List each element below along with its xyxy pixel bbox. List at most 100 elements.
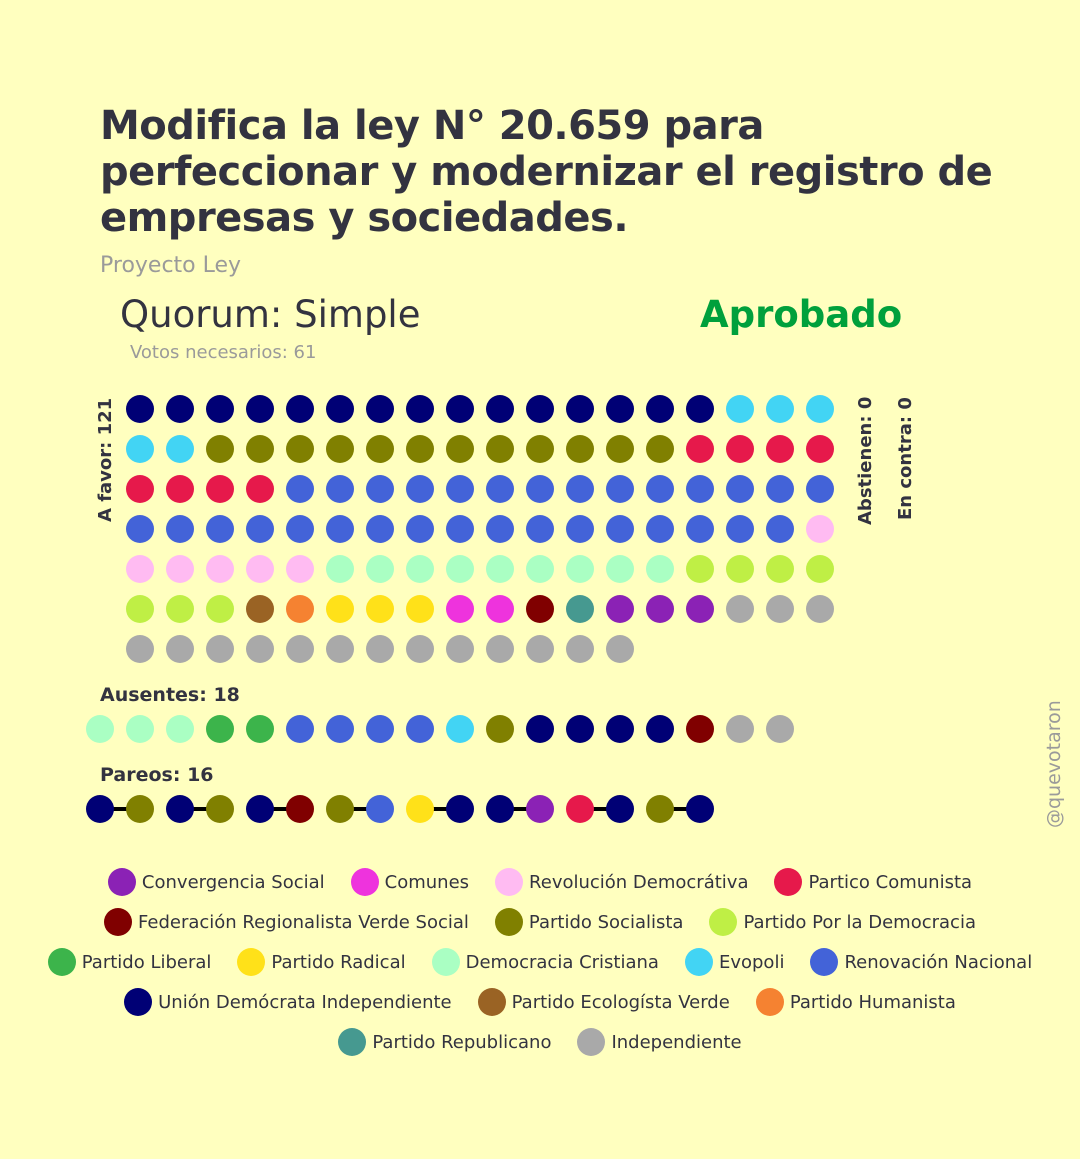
favor-dot-udi — [406, 395, 434, 423]
favor-dot-com — [486, 595, 514, 623]
favor-dot-udi — [206, 395, 234, 423]
favor-dot-pc — [766, 435, 794, 463]
absent-dot-ind — [726, 715, 754, 743]
legend-swatch — [774, 868, 803, 896]
favor-dot-rn — [446, 475, 474, 503]
watermark: @quevotaron — [1043, 700, 1065, 828]
favor-dot-ps — [606, 435, 634, 463]
pair-dot-pr — [406, 795, 434, 823]
favor-dot-frvs — [526, 595, 554, 623]
legend-swatch — [107, 868, 136, 896]
legend-swatch — [577, 1028, 606, 1056]
legend-label: Independiente — [611, 1031, 742, 1053]
absent-dot-frvs — [686, 715, 714, 743]
favor-dot-ppd — [806, 555, 834, 583]
legend-label: Partido Humanista — [789, 991, 956, 1013]
pair-dot-cs — [526, 795, 554, 823]
votes-needed-label: Votos necesarios: 61 — [130, 342, 317, 363]
favor-dot-ps — [646, 435, 674, 463]
favor-dot-evo — [726, 395, 754, 423]
favor-dot-rn — [566, 475, 594, 503]
pairs-label: Pareos: 16 — [100, 764, 214, 786]
favor-dot-evo — [126, 435, 154, 463]
legend-swatch — [47, 948, 76, 976]
absent-dot-ps — [486, 715, 514, 743]
favor-dot-rd — [806, 515, 834, 543]
favor-dot-udi — [686, 395, 714, 423]
favor-dot-udi — [246, 395, 274, 423]
favor-dot-pr — [366, 595, 394, 623]
favor-label: A favor: 121 — [95, 397, 116, 522]
favor-dot-ps — [366, 435, 394, 463]
favor-dot-ind — [326, 635, 354, 663]
pair-dot-udi — [486, 795, 514, 823]
pair-dot-udi — [246, 795, 274, 823]
favor-dot-udi — [366, 395, 394, 423]
against-label: En contra: 0 — [895, 397, 916, 520]
abstain-label: Abstienen: 0 — [855, 396, 876, 525]
legend-item: Evopoli — [684, 948, 785, 976]
absent-dot-rn — [366, 715, 394, 743]
pair-dot-udi — [686, 795, 714, 823]
legend-label: Comunes — [384, 871, 470, 893]
favor-dot-ind — [366, 635, 394, 663]
favor-dot-ind — [566, 635, 594, 663]
pair-dot-udi — [446, 795, 474, 823]
favor-dot-ps — [246, 435, 274, 463]
favor-dot-udi — [446, 395, 474, 423]
favor-dot-rn — [526, 475, 554, 503]
legend-swatch — [495, 868, 524, 896]
legend-swatch — [350, 868, 379, 896]
favor-dot-evo — [806, 395, 834, 423]
favor-dot-rn — [646, 475, 674, 503]
favor-dot-rd — [246, 555, 274, 583]
pair-dot-udi — [86, 795, 114, 823]
legend-item: Partido Ecologísta Verde — [477, 988, 730, 1016]
favor-dot-udi — [566, 395, 594, 423]
legend-swatch — [338, 1028, 367, 1056]
favor-dot-evo — [166, 435, 194, 463]
legend-item: Comunes — [350, 868, 470, 896]
status-label: Aprobado — [700, 293, 903, 336]
favor-dot-rn — [566, 515, 594, 543]
favor-dot-rn — [286, 475, 314, 503]
pair-dot-ps — [646, 795, 674, 823]
absent-dot-pl — [246, 715, 274, 743]
legend-label: Partico Comunista — [808, 871, 973, 893]
legend-swatch — [104, 908, 132, 936]
legend: Convergencia Social Comunes Revolución Dem… — [20, 868, 1060, 1056]
legend-item: Unión Demócrata Independiente — [124, 988, 452, 1016]
absent-dot-dc — [86, 715, 114, 743]
pair-dot-pc — [566, 795, 594, 823]
favor-dot-ps — [406, 435, 434, 463]
favor-dot-ind — [206, 635, 234, 663]
favor-dot-ind — [766, 595, 794, 623]
favor-dot-rn — [806, 475, 834, 503]
legend-item: Independiente — [577, 1028, 742, 1056]
favor-dot-udi — [326, 395, 354, 423]
absent-dot-udi — [606, 715, 634, 743]
legend-swatch — [237, 948, 266, 976]
favor-dot-pr — [326, 595, 354, 623]
legend-swatch — [709, 908, 738, 936]
favor-dot-rn — [726, 515, 754, 543]
favor-dot-rep — [566, 595, 594, 623]
pair-dot-frvs — [286, 795, 314, 823]
favor-dot-rn — [206, 515, 234, 543]
legend-item: Federación Regionalista Verde Social — [104, 908, 469, 936]
favor-dot-pc — [726, 435, 754, 463]
absent-dot-pl — [206, 715, 234, 743]
absent-dot-udi — [646, 715, 674, 743]
absent-dot-rn — [286, 715, 314, 743]
legend-row: Convergencia Social Comunes Revolución Dem… — [107, 868, 973, 896]
legend-label: Evopoli — [718, 951, 785, 973]
favor-dot-pc — [806, 435, 834, 463]
absent-dot-ind — [766, 715, 794, 743]
favor-dot-ps — [206, 435, 234, 463]
pair-dot-ps — [126, 795, 154, 823]
legend-label: Partido Republicano — [372, 1031, 552, 1053]
pair-dot-ps — [326, 795, 354, 823]
legend-label: Democracia Cristiana — [465, 951, 659, 973]
favor-dot-ppd — [126, 595, 154, 623]
